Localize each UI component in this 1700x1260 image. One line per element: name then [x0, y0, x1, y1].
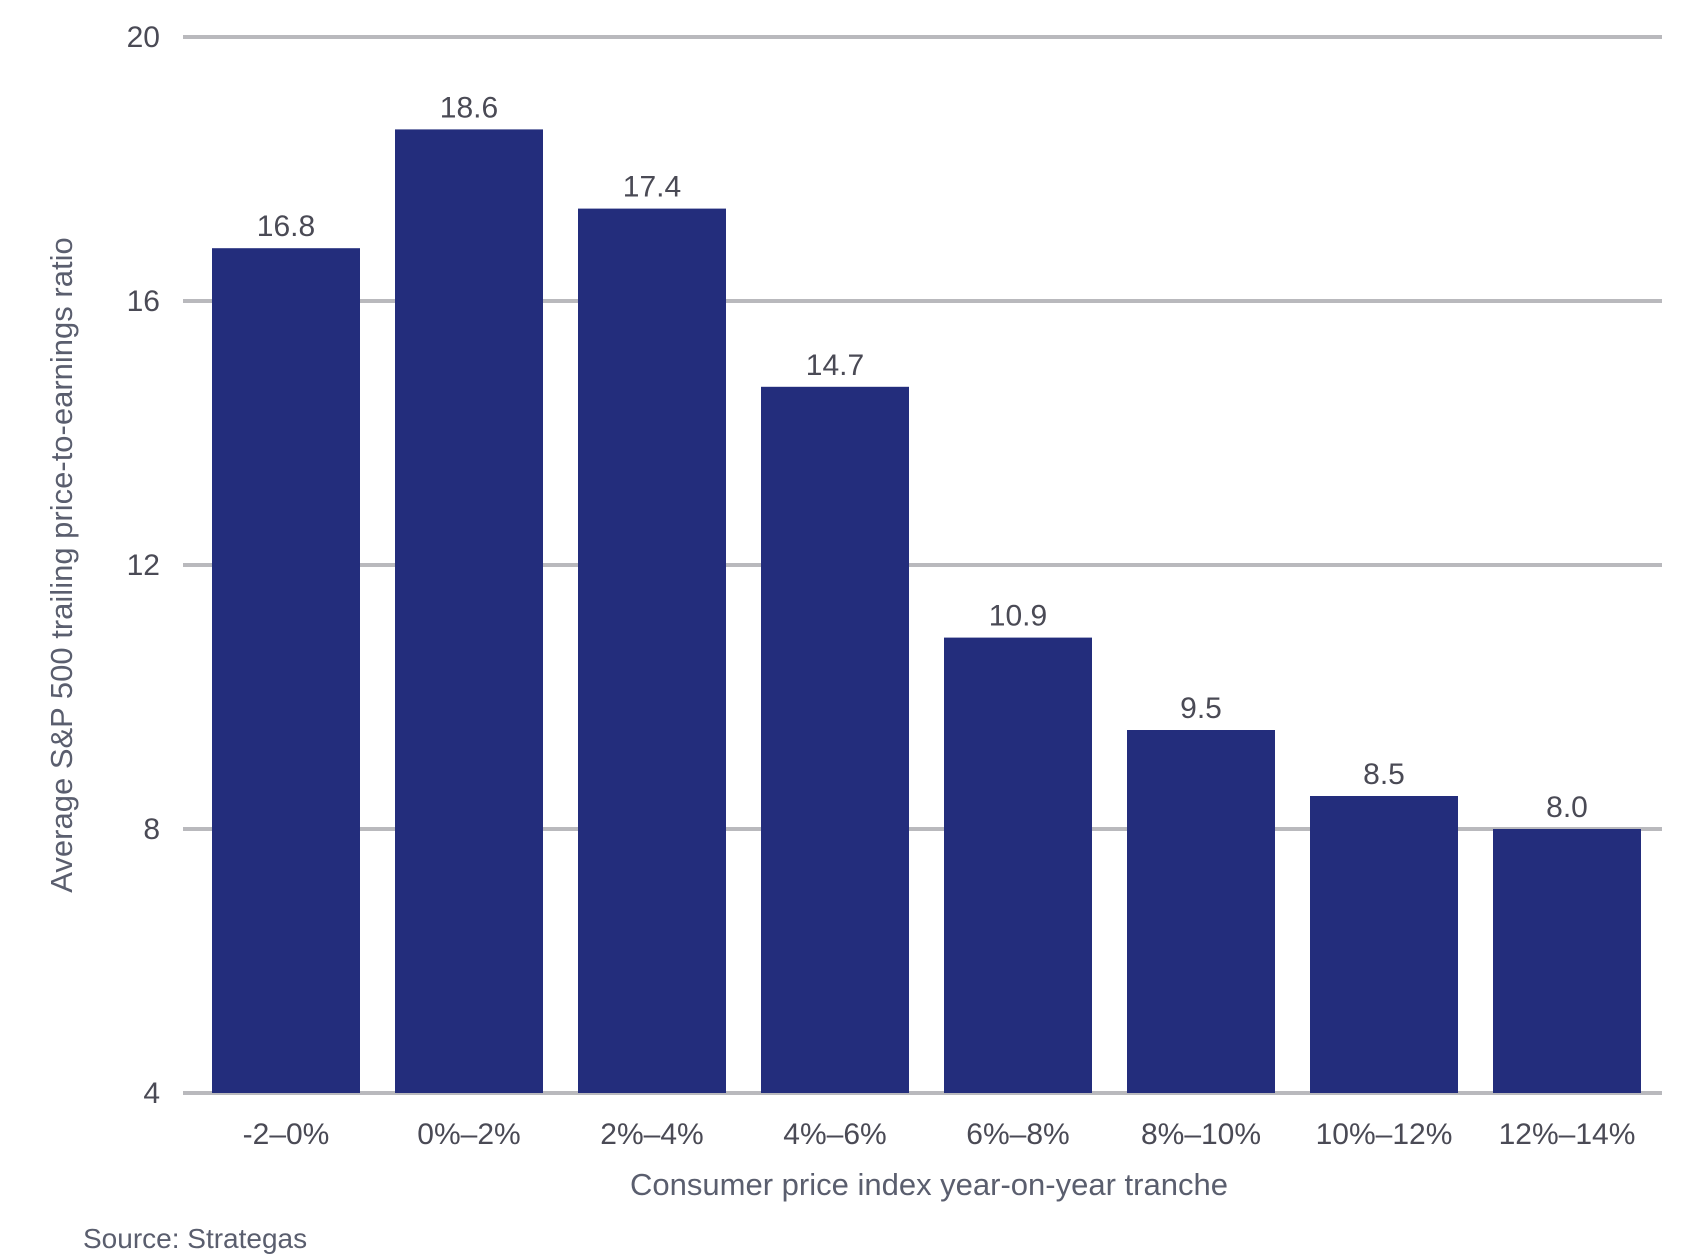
x-tick-label: -2–0%	[243, 1118, 330, 1151]
y-tick-label: 4	[143, 1077, 160, 1110]
data-labels: 16.8 18.6 17.4 14.7 10.9 9.5 8.5 8.0	[257, 91, 1588, 824]
x-tick-label: 2%–4%	[600, 1118, 703, 1151]
data-label: 8.0	[1546, 791, 1588, 824]
bar	[578, 208, 726, 1094]
data-label: 9.5	[1180, 692, 1222, 725]
x-tick-label: 12%–14%	[1499, 1118, 1636, 1151]
data-label: 16.8	[257, 210, 315, 243]
bars	[212, 129, 1641, 1094]
y-tick-label: 20	[127, 21, 160, 54]
bar	[1310, 796, 1458, 1093]
bar	[1127, 730, 1275, 1093]
x-tick-label: 10%–12%	[1316, 1118, 1453, 1151]
bar	[1493, 829, 1641, 1093]
y-axis-ticks: 4 8 12 16 20	[127, 21, 160, 1110]
y-tick-label: 16	[127, 285, 160, 318]
source-note: Source: Strategas	[83, 1223, 307, 1254]
x-tick-label: 0%–2%	[417, 1118, 520, 1151]
x-axis-title: Consumer price index year-on-year tranch…	[630, 1167, 1228, 1202]
x-tick-label: 4%–6%	[783, 1118, 886, 1151]
data-label: 17.4	[623, 171, 681, 204]
data-label: 14.7	[806, 349, 864, 382]
y-tick-label: 8	[143, 813, 160, 846]
bar	[761, 386, 909, 1093]
x-tick-label: 6%–8%	[966, 1118, 1069, 1151]
y-axis-title: Average S&P 500 trailing price-to-earnin…	[44, 237, 79, 892]
bar	[395, 129, 543, 1093]
y-tick-label: 12	[127, 549, 160, 582]
x-tick-label: 8%–10%	[1141, 1118, 1261, 1151]
bar	[944, 637, 1092, 1093]
data-label: 18.6	[440, 91, 498, 124]
x-axis-categories: -2–0% 0%–2% 2%–4% 4%–6% 6%–8% 8%–10% 10%–12% 12…	[243, 1118, 1636, 1151]
data-label: 8.5	[1363, 758, 1405, 791]
bar	[212, 248, 360, 1093]
data-label: 10.9	[989, 600, 1047, 633]
